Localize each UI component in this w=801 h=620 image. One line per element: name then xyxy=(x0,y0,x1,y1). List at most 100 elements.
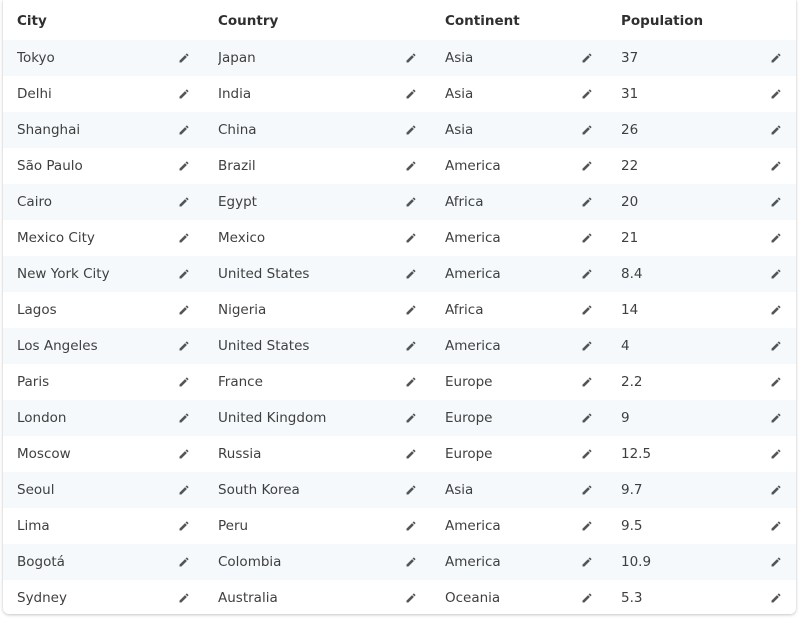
pencil-icon[interactable] xyxy=(770,520,782,532)
pencil-icon[interactable] xyxy=(770,160,782,172)
cell-city[interactable]: New York City xyxy=(3,256,204,292)
pencil-icon[interactable] xyxy=(581,520,593,532)
cell-continent[interactable]: Oceania xyxy=(431,580,607,614)
cell-continent[interactable]: America xyxy=(431,256,607,292)
pencil-icon[interactable] xyxy=(405,268,417,280)
cell-country[interactable]: United States xyxy=(204,328,431,364)
cell-country[interactable]: France xyxy=(204,364,431,400)
cell-country[interactable]: Mexico xyxy=(204,220,431,256)
cell-population[interactable]: 21 xyxy=(607,220,796,256)
pencil-icon[interactable] xyxy=(770,124,782,136)
cell-population[interactable]: 31 xyxy=(607,76,796,112)
cell-city[interactable]: São Paulo xyxy=(3,148,204,184)
pencil-icon[interactable] xyxy=(405,232,417,244)
cell-country[interactable]: Egypt xyxy=(204,184,431,220)
cell-country[interactable]: China xyxy=(204,112,431,148)
pencil-icon[interactable] xyxy=(178,376,190,388)
pencil-icon[interactable] xyxy=(581,592,593,604)
pencil-icon[interactable] xyxy=(405,520,417,532)
cell-continent[interactable]: Asia xyxy=(431,472,607,508)
pencil-icon[interactable] xyxy=(178,448,190,460)
cell-city[interactable]: Cairo xyxy=(3,184,204,220)
pencil-icon[interactable] xyxy=(581,484,593,496)
cell-country[interactable]: Australia xyxy=(204,580,431,614)
cell-city[interactable]: Los Angeles xyxy=(3,328,204,364)
pencil-icon[interactable] xyxy=(178,268,190,280)
pencil-icon[interactable] xyxy=(405,340,417,352)
pencil-icon[interactable] xyxy=(405,160,417,172)
pencil-icon[interactable] xyxy=(178,592,190,604)
pencil-icon[interactable] xyxy=(405,412,417,424)
cell-city[interactable]: Paris xyxy=(3,364,204,400)
cell-continent[interactable]: America xyxy=(431,328,607,364)
pencil-icon[interactable] xyxy=(178,412,190,424)
cell-city[interactable]: Sydney xyxy=(3,580,204,614)
pencil-icon[interactable] xyxy=(405,52,417,64)
cell-city[interactable]: Moscow xyxy=(3,436,204,472)
cell-population[interactable]: 2.2 xyxy=(607,364,796,400)
cell-country[interactable]: Nigeria xyxy=(204,292,431,328)
pencil-icon[interactable] xyxy=(405,376,417,388)
cell-city[interactable]: Mexico City xyxy=(3,220,204,256)
cell-city[interactable]: Lima xyxy=(3,508,204,544)
pencil-icon[interactable] xyxy=(581,412,593,424)
pencil-icon[interactable] xyxy=(770,412,782,424)
cell-continent[interactable]: Asia xyxy=(431,112,607,148)
cell-country[interactable]: Brazil xyxy=(204,148,431,184)
pencil-icon[interactable] xyxy=(405,484,417,496)
pencil-icon[interactable] xyxy=(581,232,593,244)
pencil-icon[interactable] xyxy=(405,448,417,460)
pencil-icon[interactable] xyxy=(770,196,782,208)
cell-population[interactable]: 20 xyxy=(607,184,796,220)
cell-population[interactable]: 5.3 xyxy=(607,580,796,614)
pencil-icon[interactable] xyxy=(581,340,593,352)
pencil-icon[interactable] xyxy=(581,376,593,388)
pencil-icon[interactable] xyxy=(178,556,190,568)
cell-country[interactable]: South Korea xyxy=(204,472,431,508)
cell-continent[interactable]: Europe xyxy=(431,400,607,436)
pencil-icon[interactable] xyxy=(770,52,782,64)
pencil-icon[interactable] xyxy=(581,556,593,568)
cell-country[interactable]: Japan xyxy=(204,40,431,76)
cell-population[interactable]: 12.5 xyxy=(607,436,796,472)
cell-city[interactable]: Lagos xyxy=(3,292,204,328)
pencil-icon[interactable] xyxy=(581,304,593,316)
pencil-icon[interactable] xyxy=(581,124,593,136)
cell-city[interactable]: Tokyo xyxy=(3,40,204,76)
pencil-icon[interactable] xyxy=(770,484,782,496)
pencil-icon[interactable] xyxy=(178,124,190,136)
cell-country[interactable]: Colombia xyxy=(204,544,431,580)
pencil-icon[interactable] xyxy=(770,340,782,352)
pencil-icon[interactable] xyxy=(770,556,782,568)
pencil-icon[interactable] xyxy=(581,88,593,100)
cell-country[interactable]: Russia xyxy=(204,436,431,472)
pencil-icon[interactable] xyxy=(405,304,417,316)
cell-continent[interactable]: America xyxy=(431,148,607,184)
pencil-icon[interactable] xyxy=(405,124,417,136)
pencil-icon[interactable] xyxy=(178,520,190,532)
pencil-icon[interactable] xyxy=(178,88,190,100)
pencil-icon[interactable] xyxy=(770,448,782,460)
cell-city[interactable]: Seoul xyxy=(3,472,204,508)
cell-population[interactable]: 8.4 xyxy=(607,256,796,292)
pencil-icon[interactable] xyxy=(178,232,190,244)
cell-city[interactable]: Shanghai xyxy=(3,112,204,148)
cell-country[interactable]: United States xyxy=(204,256,431,292)
cell-continent[interactable]: Africa xyxy=(431,184,607,220)
pencil-icon[interactable] xyxy=(581,268,593,280)
cell-continent[interactable]: America xyxy=(431,544,607,580)
cell-population[interactable]: 26 xyxy=(607,112,796,148)
pencil-icon[interactable] xyxy=(581,448,593,460)
pencil-icon[interactable] xyxy=(581,160,593,172)
cell-continent[interactable]: Europe xyxy=(431,436,607,472)
pencil-icon[interactable] xyxy=(581,52,593,64)
cell-population[interactable]: 4 xyxy=(607,328,796,364)
pencil-icon[interactable] xyxy=(770,592,782,604)
cell-country[interactable]: United Kingdom xyxy=(204,400,431,436)
cell-population[interactable]: 37 xyxy=(607,40,796,76)
pencil-icon[interactable] xyxy=(770,376,782,388)
cell-population[interactable]: 9 xyxy=(607,400,796,436)
cell-continent[interactable]: Europe xyxy=(431,364,607,400)
cell-continent[interactable]: America xyxy=(431,220,607,256)
pencil-icon[interactable] xyxy=(770,232,782,244)
